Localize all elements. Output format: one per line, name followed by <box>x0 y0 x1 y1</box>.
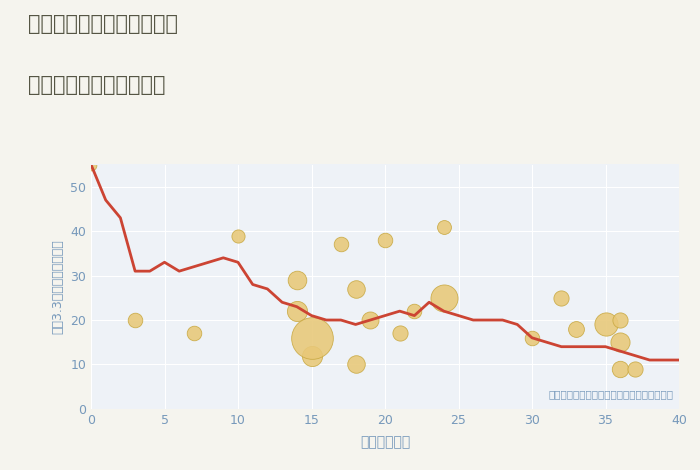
Point <box>306 352 317 360</box>
Point <box>379 236 391 244</box>
Point <box>526 334 538 342</box>
Point <box>291 307 302 315</box>
Point <box>188 329 199 337</box>
Point <box>615 365 626 373</box>
Point <box>409 307 420 315</box>
Text: 築年数別中古戸建て価格: 築年数別中古戸建て価格 <box>28 75 165 95</box>
Point <box>291 276 302 284</box>
Point <box>350 360 361 368</box>
Point <box>130 316 141 324</box>
Point <box>615 316 626 324</box>
Point <box>600 321 611 328</box>
Text: 円の大きさは、取引のあった物件面積を示す: 円の大きさは、取引のあった物件面積を示す <box>548 389 673 399</box>
Point <box>85 161 97 168</box>
X-axis label: 築年数（年）: 築年数（年） <box>360 435 410 449</box>
Point <box>350 285 361 293</box>
Point <box>438 294 449 302</box>
Point <box>556 294 567 302</box>
Point <box>615 338 626 346</box>
Point <box>335 241 346 248</box>
Point <box>438 223 449 230</box>
Point <box>394 329 405 337</box>
Text: 兵庫県丹波市春日町国領の: 兵庫県丹波市春日町国領の <box>28 14 178 34</box>
Point <box>232 232 244 239</box>
Point <box>365 316 376 324</box>
Point <box>629 365 641 373</box>
Point <box>570 325 582 333</box>
Y-axis label: 坪（3.3㎡）単価（万円）: 坪（3.3㎡）単価（万円） <box>52 239 64 334</box>
Point <box>306 334 317 342</box>
